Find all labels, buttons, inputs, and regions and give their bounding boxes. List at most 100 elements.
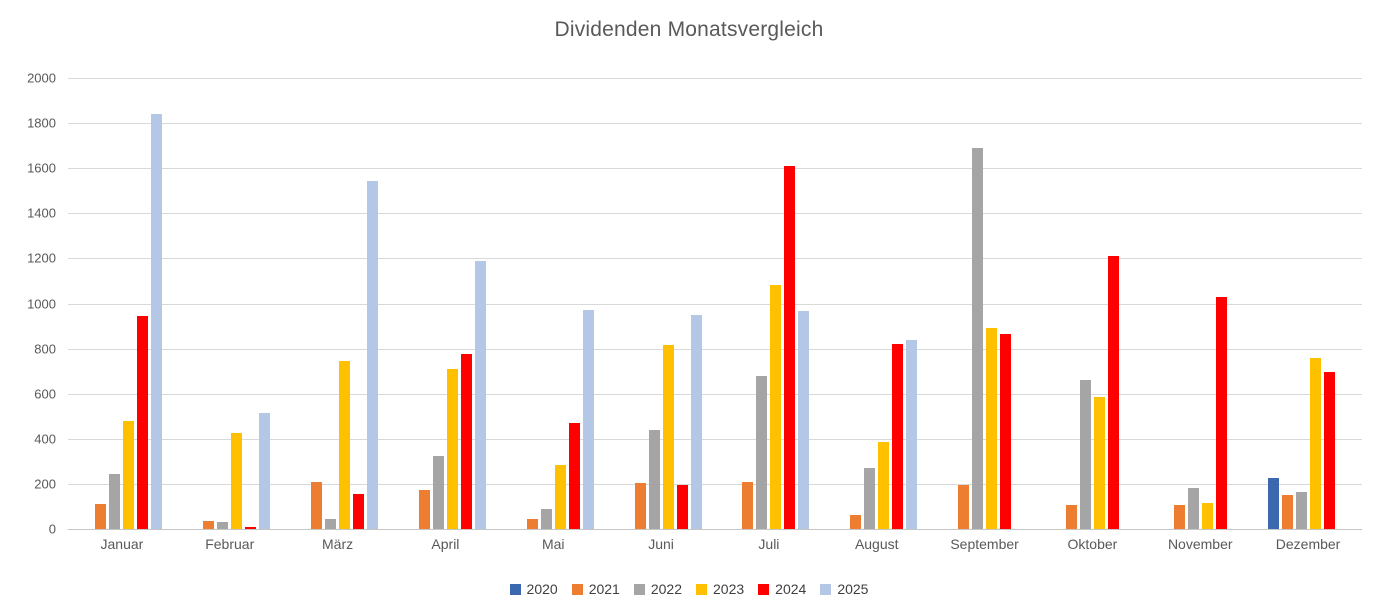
bar-2022-Oktober bbox=[1079, 380, 1091, 529]
bar-group-Januar bbox=[68, 78, 176, 529]
x-axis-label-August: August bbox=[854, 536, 899, 552]
chart-title: Dividenden Monatsvergleich bbox=[554, 18, 824, 41]
bar-2024-Juni bbox=[676, 485, 688, 529]
bar-group-Oktober bbox=[1039, 78, 1147, 529]
y-tick-label-600: 600 bbox=[34, 386, 56, 402]
bar-2020-Dezember bbox=[1267, 478, 1279, 529]
bar-2022-November bbox=[1187, 488, 1199, 529]
y-tick-label-400: 400 bbox=[34, 431, 56, 447]
x-axis-label-Februar: Februar bbox=[205, 536, 255, 552]
bar-2025-Januar bbox=[151, 114, 163, 529]
bar-2021-März bbox=[311, 481, 323, 529]
legend-swatch-icon-2022 bbox=[633, 583, 645, 595]
bar-group-November bbox=[1146, 78, 1254, 529]
bar-group-Juli bbox=[715, 78, 823, 529]
gridline-200 bbox=[68, 483, 1362, 485]
bar-group-April bbox=[392, 78, 500, 529]
bar-2024-Februar bbox=[245, 526, 257, 529]
x-axis-label-Mai: Mai bbox=[541, 536, 565, 552]
bar-2022-Dezember bbox=[1295, 491, 1307, 529]
bar-group-Dezember bbox=[1254, 78, 1362, 529]
bar-group-Mai bbox=[499, 78, 607, 529]
bar-2021-November bbox=[1173, 505, 1185, 529]
bar-2023-August bbox=[878, 442, 890, 529]
x-axis-label-September: September bbox=[950, 536, 1019, 552]
legend-item-2021: 2021 bbox=[571, 581, 620, 597]
legend-label-2022: 2022 bbox=[650, 581, 682, 597]
bar-2021-Mai bbox=[526, 518, 538, 529]
y-tick-label-1800: 1800 bbox=[27, 115, 56, 131]
bar-2023-April bbox=[446, 368, 458, 529]
gridline-400 bbox=[68, 438, 1362, 440]
bar-2023-Januar bbox=[123, 420, 135, 529]
legend: 2020 2021 2022 2023 2024 2025 bbox=[0, 581, 1378, 597]
bar-2023-Juli bbox=[770, 285, 782, 529]
plot-area bbox=[68, 78, 1362, 530]
gridline-800 bbox=[68, 348, 1362, 350]
y-tick-label-0: 0 bbox=[48, 521, 56, 537]
legend-label-2024: 2024 bbox=[775, 581, 807, 597]
legend-label-2021: 2021 bbox=[588, 581, 620, 597]
bar-2021-Januar bbox=[95, 504, 107, 529]
legend-label-2020: 2020 bbox=[526, 581, 558, 597]
legend-label-2025: 2025 bbox=[837, 581, 869, 597]
bar-2025-Juni bbox=[690, 314, 702, 529]
y-tick-label-1600: 1600 bbox=[27, 160, 56, 176]
bar-2024-Dezember bbox=[1323, 372, 1335, 529]
legend-item-2022: 2022 bbox=[633, 581, 682, 597]
legend-swatch-icon-2021 bbox=[571, 583, 583, 595]
bar-2022-Juli bbox=[756, 375, 768, 529]
bar-2023-Oktober bbox=[1093, 397, 1105, 529]
bar-2024-April bbox=[460, 354, 472, 529]
x-axis-line bbox=[68, 529, 1362, 530]
y-tick-label-1200: 1200 bbox=[27, 250, 56, 266]
gridline-1600 bbox=[68, 168, 1362, 170]
bar-2025-Februar bbox=[259, 412, 271, 529]
legend-label-2023: 2023 bbox=[713, 581, 745, 597]
bar-2021-April bbox=[418, 489, 430, 529]
legend-item-2024: 2024 bbox=[758, 581, 806, 597]
bar-2024-Mai bbox=[568, 423, 580, 529]
bar-2025-August bbox=[906, 339, 918, 529]
gridline-1200 bbox=[68, 258, 1362, 260]
x-axis-label-November: November bbox=[1167, 536, 1233, 552]
bar-group-März bbox=[284, 78, 392, 529]
bar-2022-März bbox=[325, 518, 337, 529]
bar-2023-Mai bbox=[554, 464, 566, 529]
gridline-2000 bbox=[68, 78, 1362, 79]
bar-2025-April bbox=[474, 260, 486, 529]
bar-2021-Juni bbox=[634, 482, 646, 529]
bar-2024-Oktober bbox=[1107, 256, 1119, 529]
bar-2021-September bbox=[958, 485, 970, 529]
x-axis-label-Juni: Juni bbox=[648, 536, 674, 552]
bar-2023-Dezember bbox=[1309, 357, 1321, 529]
bar-2023-Februar bbox=[231, 433, 243, 529]
bar-2021-Juli bbox=[742, 481, 754, 529]
bar-group-September bbox=[931, 78, 1039, 529]
bar-group-Juni bbox=[607, 78, 715, 529]
legend-swatch-icon-2025 bbox=[820, 583, 832, 595]
gridline-1800 bbox=[68, 123, 1362, 125]
bar-2025-Juli bbox=[798, 311, 810, 529]
y-tick-label-2000: 2000 bbox=[27, 70, 56, 86]
x-axis-label-Dezember: Dezember bbox=[1275, 536, 1341, 552]
legend-swatch-icon-2024 bbox=[758, 583, 770, 595]
bar-2021-Februar bbox=[203, 521, 215, 529]
x-axis-label-April: April bbox=[431, 536, 460, 552]
y-tick-label-800: 800 bbox=[34, 341, 56, 357]
legend-item-2023: 2023 bbox=[696, 581, 744, 597]
bar-2022-Januar bbox=[109, 473, 121, 529]
gridline-600 bbox=[68, 393, 1362, 395]
bar-2021-Oktober bbox=[1065, 505, 1077, 529]
bar-2025-Mai bbox=[582, 310, 594, 529]
bar-group-August bbox=[823, 78, 931, 529]
x-axis-label-März: März bbox=[322, 536, 354, 552]
legend-swatch-icon-2020 bbox=[509, 583, 521, 595]
bar-2024-Juli bbox=[784, 165, 796, 529]
bar-2025-März bbox=[367, 180, 379, 529]
y-tick-label-1400: 1400 bbox=[27, 205, 56, 221]
y-tick-label-200: 200 bbox=[34, 476, 56, 492]
bar-2024-November bbox=[1215, 296, 1227, 529]
bar-2022-August bbox=[864, 468, 876, 529]
